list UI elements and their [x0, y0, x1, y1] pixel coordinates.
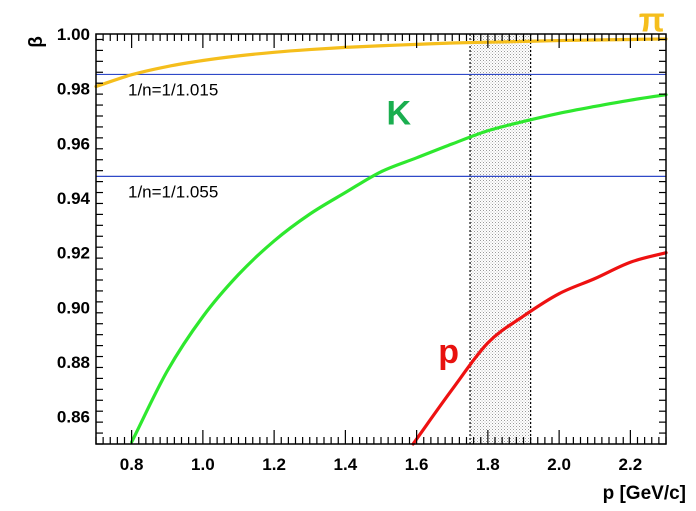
x-tick-label-7: 2.2	[619, 455, 643, 474]
series-curve-0	[94, 37, 668, 89]
y-tick-label-4: 0.94	[57, 189, 91, 208]
x-axis-title: p [GeV/c]	[603, 483, 686, 504]
x-tick-label-2: 1.2	[262, 455, 286, 474]
x-tick-label-4: 1.6	[405, 455, 429, 474]
x-tick-label-3: 1.4	[334, 455, 358, 474]
y-axis-title: β	[26, 36, 47, 48]
y-tick-label-2: 0.90	[57, 298, 90, 317]
y-tick-label-0: 0.86	[57, 408, 90, 427]
shaded-band	[470, 34, 531, 444]
y-tick-label-6: 0.98	[57, 80, 90, 99]
y-tick-label-1: 0.88	[57, 353, 90, 372]
x-tick-label-6: 2.0	[547, 455, 571, 474]
y-tick-label-3: 0.92	[57, 244, 90, 263]
reference-label-1: 1/n=1/1.055	[128, 182, 218, 201]
series-label-0: π	[639, 1, 665, 39]
series-label-2: p	[438, 333, 459, 371]
y-tick-label-5: 0.96	[57, 134, 90, 153]
y-tick-label-7: 1.00	[57, 25, 90, 44]
x-tick-label-1: 1.0	[191, 455, 215, 474]
reference-label-0: 1/n=1/1.015	[128, 80, 218, 99]
series-curve-1	[130, 93, 668, 444]
x-tick-label-0: 0.8	[120, 455, 144, 474]
series-label-1: K	[387, 94, 412, 132]
series-curve-2	[411, 251, 668, 446]
x-tick-label-5: 1.8	[476, 455, 500, 474]
